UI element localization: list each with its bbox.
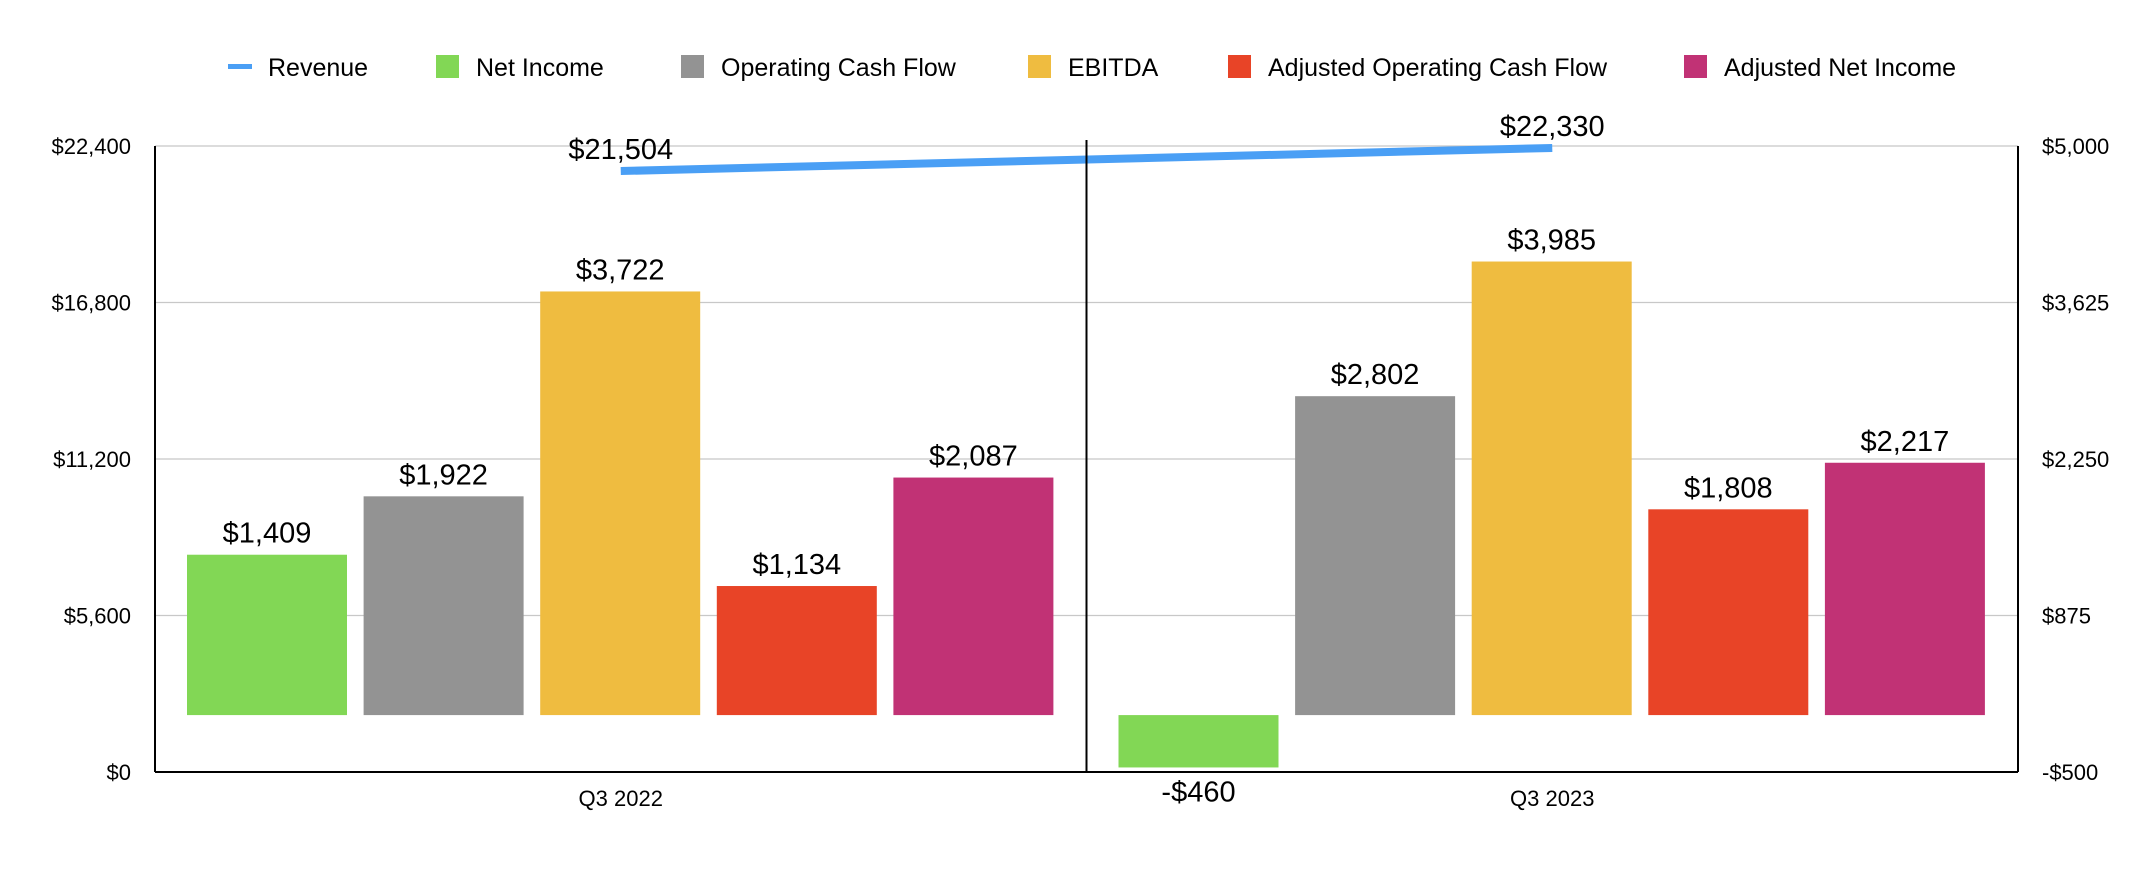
data-label-adjusted-net-income: $2,087 bbox=[929, 441, 1018, 473]
legend-item-adjusted-net-income: Adjusted Net Income bbox=[1684, 54, 1956, 82]
data-label-adjusted-operating-cash-flow: $1,808 bbox=[1684, 472, 1773, 504]
legend-swatch-adjusted-operating-cash-flow bbox=[1228, 55, 1251, 78]
right-axis-tick-label: $2,250 bbox=[2042, 447, 2109, 472]
left-axis-tick-label: $22,400 bbox=[51, 134, 131, 159]
data-labels: $1,409 -$460 $1,922 $2,802 $3,722 $3,985 $1,13… bbox=[223, 111, 1950, 808]
legend-item-ebitda: EBITDA bbox=[1028, 54, 1159, 82]
left-axis-tick-label: $11,200 bbox=[53, 447, 131, 472]
right-axis-tick-label: -$500 bbox=[2042, 760, 2098, 785]
legend-label-adjusted-operating-cash-flow: Adjusted Operating Cash Flow bbox=[1268, 54, 1608, 82]
data-label-net-income: $1,409 bbox=[223, 518, 312, 550]
bar-operating-cash-flow bbox=[363, 496, 524, 716]
data-label-operating-cash-flow: $2,802 bbox=[1331, 359, 1420, 391]
data-label-ebitda: $3,985 bbox=[1507, 225, 1596, 257]
data-label-adjusted-net-income: $2,217 bbox=[1861, 426, 1950, 458]
left-axis-tick-label: $0 bbox=[107, 760, 131, 785]
bar-adjusted-net-income bbox=[893, 477, 1054, 716]
legend-item-net-income: Net Income bbox=[436, 54, 604, 82]
legend-swatch-net-income bbox=[436, 55, 459, 78]
legend-label-operating-cash-flow: Operating Cash Flow bbox=[721, 54, 957, 82]
bar-adjusted-operating-cash-flow bbox=[716, 586, 877, 716]
legend-swatch-ebitda bbox=[1028, 55, 1051, 78]
bar-ebitda bbox=[540, 291, 701, 716]
bar-net-income bbox=[187, 554, 347, 716]
left-axis-tick-label: $16,800 bbox=[51, 291, 131, 316]
right-axis-tick-label: $3,625 bbox=[2042, 291, 2109, 316]
legend: Revenue Net Income Operating Cash Flow EBIT… bbox=[228, 54, 1956, 82]
tick-labels: $0 -$500 $5,600 $875 $11,200 $2,250 $16,800 $3,… bbox=[51, 134, 2109, 811]
data-label-revenue: $21,504 bbox=[568, 134, 673, 166]
legend-item-operating-cash-flow: Operating Cash Flow bbox=[681, 54, 957, 82]
category-label: Q3 2023 bbox=[1510, 786, 1594, 811]
data-label-operating-cash-flow: $1,922 bbox=[399, 459, 488, 491]
bar-operating-cash-flow bbox=[1295, 396, 1456, 716]
bars bbox=[187, 261, 1985, 768]
left-axis-tick-label: $5,600 bbox=[64, 604, 131, 629]
category-label: Q3 2022 bbox=[579, 786, 663, 811]
legend-label-ebitda: EBITDA bbox=[1068, 54, 1159, 82]
legend-item-revenue: Revenue bbox=[228, 54, 368, 82]
right-axis-tick-label: $875 bbox=[2042, 604, 2091, 629]
data-label-ebitda: $3,722 bbox=[576, 254, 665, 286]
legend-swatch-operating-cash-flow bbox=[681, 55, 704, 78]
bar-adjusted-operating-cash-flow bbox=[1648, 509, 1809, 716]
legend-item-adjusted-operating-cash-flow: Adjusted Operating Cash Flow bbox=[1228, 54, 1608, 82]
legend-label-adjusted-net-income: Adjusted Net Income bbox=[1724, 54, 1956, 82]
bar-ebitda bbox=[1471, 261, 1632, 716]
bar-net-income bbox=[1118, 715, 1279, 768]
data-label-adjusted-operating-cash-flow: $1,134 bbox=[752, 549, 841, 581]
bar-adjusted-net-income bbox=[1824, 462, 1985, 716]
data-label-revenue: $22,330 bbox=[1500, 111, 1605, 143]
legend-swatch-adjusted-net-income bbox=[1684, 55, 1707, 78]
data-label-net-income: -$460 bbox=[1161, 776, 1235, 808]
legend-swatch-revenue bbox=[228, 64, 252, 69]
legend-label-revenue: Revenue bbox=[268, 54, 368, 82]
axes bbox=[154, 140, 2019, 773]
right-axis-tick-label: $5,000 bbox=[2042, 134, 2109, 159]
legend-label-net-income: Net Income bbox=[476, 54, 604, 82]
